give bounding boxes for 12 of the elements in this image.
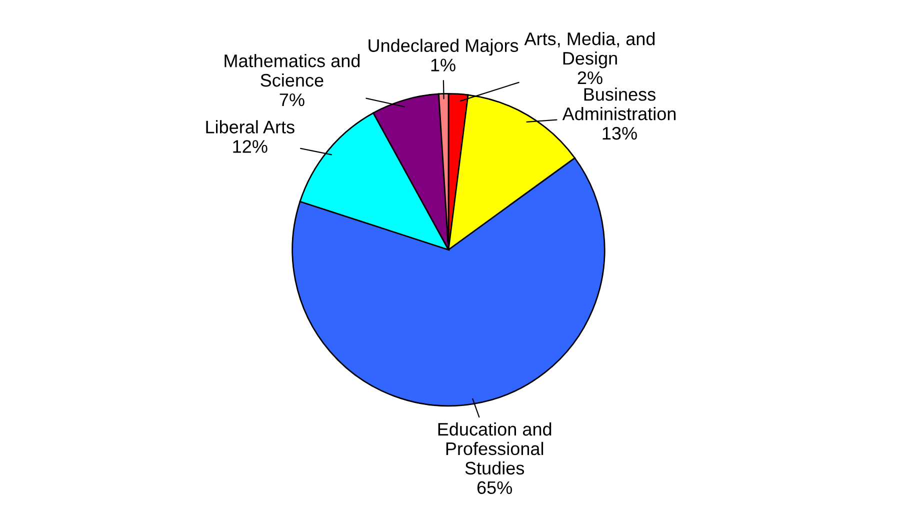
slice-label: Education and Professional Studies xyxy=(438,422,552,475)
data-label: 1% xyxy=(431,58,456,72)
slice-label: Business Administration xyxy=(562,88,676,120)
slice-label: Liberal Arts xyxy=(206,120,294,134)
slice-label: Mathematics and Science xyxy=(224,54,360,87)
data-label: 2% xyxy=(578,71,602,84)
data-label: 65% xyxy=(477,481,512,494)
slice-label: Undeclared Majors xyxy=(368,38,518,56)
data-label: 13% xyxy=(602,126,637,140)
data-label: 12% xyxy=(233,140,268,153)
data-label: 7% xyxy=(280,93,304,106)
slice-label: Arts, Media, and Design xyxy=(524,32,655,68)
